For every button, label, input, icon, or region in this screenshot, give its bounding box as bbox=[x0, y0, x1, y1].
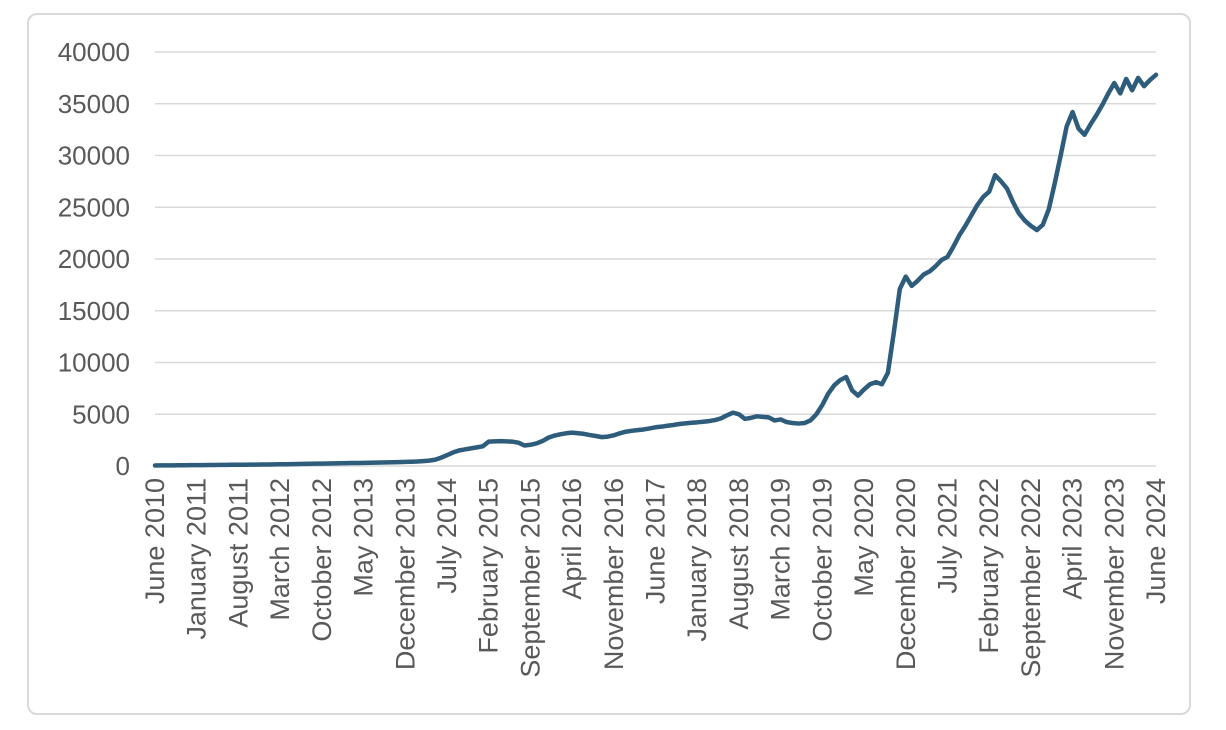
x-axis-label: October 2019 bbox=[807, 478, 837, 642]
y-axis-label: 15000 bbox=[58, 296, 130, 326]
chart-frame bbox=[27, 13, 1191, 715]
x-axis-label: March 2012 bbox=[265, 478, 295, 621]
x-axis-label: May 2020 bbox=[849, 478, 879, 597]
x-axis-label: April 2016 bbox=[557, 478, 587, 600]
x-axis-label: February 2015 bbox=[474, 478, 504, 654]
x-axis-label: April 2023 bbox=[1058, 478, 1088, 600]
y-axis-label: 35000 bbox=[58, 89, 130, 119]
x-axis-labels: June 2010 January 2011 August 2011 March 20… bbox=[140, 478, 1171, 678]
data-series-line bbox=[152, 72, 1159, 468]
y-axis-label: 40000 bbox=[58, 37, 130, 67]
x-axis-label: July 2014 bbox=[432, 478, 462, 594]
x-axis-label: November 2016 bbox=[599, 478, 629, 670]
x-axis-label: June 2017 bbox=[641, 478, 671, 604]
x-axis-label: December 2013 bbox=[390, 478, 420, 670]
x-axis-label: January 2018 bbox=[682, 478, 712, 642]
y-axis-label: 25000 bbox=[58, 192, 130, 222]
y-axis-label: 10000 bbox=[58, 348, 130, 378]
gridlines bbox=[155, 51, 1156, 467]
x-axis-label: June 2024 bbox=[1141, 478, 1171, 604]
x-axis-label: September 2015 bbox=[515, 478, 545, 678]
x-axis-label: March 2019 bbox=[766, 478, 796, 621]
x-axis-label: August 2011 bbox=[223, 478, 253, 628]
x-axis-label: November 2023 bbox=[1099, 478, 1129, 670]
y-axis-label: 30000 bbox=[58, 141, 130, 171]
x-axis-label: October 2012 bbox=[307, 478, 337, 642]
y-axis-labels: 0 5000 10000 15000 20000 25000 30000 35000 40000 bbox=[58, 37, 130, 481]
x-axis-label: August 2018 bbox=[724, 478, 754, 630]
x-axis-label: January 2011 bbox=[182, 478, 212, 640]
x-axis-label: June 2010 bbox=[140, 478, 170, 604]
x-axis-label: December 2020 bbox=[891, 478, 921, 670]
y-axis-label: 20000 bbox=[58, 244, 130, 274]
x-axis-label: May 2013 bbox=[349, 478, 379, 597]
x-axis-label: July 2021 bbox=[932, 478, 962, 594]
x-axis-label: September 2022 bbox=[1016, 478, 1046, 678]
y-axis-label: 0 bbox=[116, 451, 130, 481]
x-axis-label: February 2022 bbox=[974, 478, 1004, 654]
y-axis-label: 5000 bbox=[72, 399, 130, 429]
